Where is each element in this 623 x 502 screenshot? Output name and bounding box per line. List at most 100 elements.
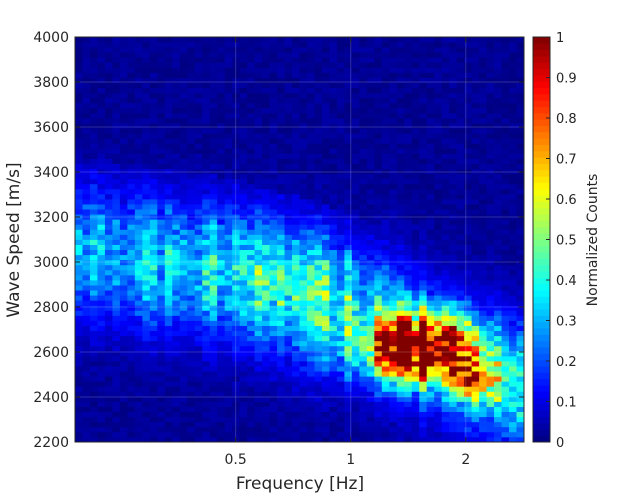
heatmap-cell (314, 320, 323, 326)
heatmap-cell (292, 371, 300, 377)
heatmap-cell (239, 133, 248, 139)
heatmap-cell (374, 97, 383, 104)
heatmap-cell (202, 42, 211, 48)
heatmap-cell (89, 219, 98, 225)
heatmap-cell (359, 426, 368, 433)
heatmap-cell (351, 315, 360, 321)
heatmap-cell (366, 118, 375, 124)
heatmap-cell (292, 355, 300, 362)
heatmap-cell (119, 391, 128, 397)
heatmap-cell (254, 102, 263, 109)
heatmap-cell (494, 416, 502, 423)
heatmap-cell (374, 325, 383, 332)
heatmap-cell (441, 128, 450, 134)
heatmap-cell (239, 112, 248, 119)
heatmap-cell (389, 371, 398, 377)
heatmap-cell (224, 37, 233, 43)
heatmap-cell (127, 183, 136, 190)
heatmap-cell (112, 436, 121, 443)
heatmap-cell (434, 118, 443, 124)
heatmap-cell (471, 269, 480, 276)
heatmap-cell (254, 97, 263, 104)
heatmap-cell (89, 173, 98, 180)
heatmap-cell (172, 320, 181, 326)
heatmap-cell (157, 376, 166, 382)
heatmap-cell (149, 87, 158, 94)
heatmap-cell (239, 87, 248, 94)
heatmap-cell (509, 209, 517, 215)
heatmap-cell (366, 47, 375, 53)
heatmap-cell (194, 72, 203, 78)
plot-frame (74, 36, 525, 443)
heatmap-cell (209, 138, 218, 144)
heatmap-cell (269, 183, 278, 190)
heatmap-cell (232, 401, 241, 407)
heatmap-cell (434, 97, 443, 104)
heatmap-cell (89, 148, 98, 154)
heatmap-cell (262, 123, 270, 129)
heatmap-cell (336, 133, 345, 139)
heatmap-cell (127, 219, 136, 225)
heatmap-cell (396, 87, 405, 94)
heatmap-cell (411, 295, 420, 301)
heatmap-cell (119, 320, 128, 326)
heatmap-cell (127, 57, 136, 63)
heatmap-cell (127, 401, 136, 407)
heatmap-cell (254, 138, 263, 144)
heatmap-cell (134, 92, 143, 99)
heatmap-cell (75, 406, 83, 413)
heatmap-cell (119, 244, 128, 251)
heatmap-cell (112, 350, 121, 357)
heatmap-cell (381, 391, 390, 397)
heatmap-cell (411, 244, 420, 251)
heatmap-cell (344, 269, 353, 276)
heatmap-cell (359, 138, 368, 144)
heatmap-cell (269, 371, 278, 377)
heatmap-cell (89, 158, 98, 164)
heatmap-cell (336, 178, 345, 185)
heatmap-cell (82, 204, 91, 210)
heatmap-cell (164, 391, 173, 397)
heatmap-cell (426, 295, 435, 301)
heatmap-cell (202, 350, 211, 357)
heatmap-cell (254, 421, 263, 428)
heatmap-cell (464, 87, 473, 94)
heatmap-cell (344, 199, 353, 205)
heatmap-cell (172, 376, 181, 382)
heatmap-cell (157, 259, 166, 266)
heatmap-cell (396, 310, 405, 316)
heatmap-cell (344, 107, 353, 114)
heatmap-cell (471, 280, 480, 286)
heatmap-cell (359, 376, 368, 382)
heatmap-cell (112, 335, 121, 342)
heatmap-cell (277, 128, 285, 134)
heatmap-cell (411, 305, 420, 311)
heatmap-cell (247, 158, 255, 164)
heatmap-cell (119, 87, 128, 94)
heatmap-cell (456, 381, 465, 387)
heatmap-cell (336, 112, 345, 119)
heatmap-cell (142, 411, 151, 418)
heatmap-cell (194, 406, 203, 413)
heatmap-cell (441, 320, 450, 326)
heatmap-cell (149, 143, 158, 149)
heatmap-cell (232, 234, 241, 240)
heatmap-cell (292, 183, 300, 190)
heatmap-cell (179, 371, 188, 377)
heatmap-cell (441, 214, 450, 220)
heatmap-cell (374, 52, 383, 58)
heatmap-cell (262, 355, 270, 362)
heatmap-cell (149, 193, 158, 200)
heatmap-cell (351, 285, 360, 291)
heatmap-cell (426, 300, 435, 306)
heatmap-cell (351, 436, 360, 443)
heatmap-cell (277, 396, 285, 402)
heatmap-cell (351, 138, 360, 144)
heatmap-cell (486, 107, 495, 114)
heatmap-cell (344, 112, 353, 119)
heatmap-cell (247, 320, 255, 326)
heatmap-cell (247, 345, 255, 352)
heatmap-cell (299, 188, 308, 195)
heatmap-cell (359, 87, 368, 94)
heatmap-cell (232, 214, 241, 220)
